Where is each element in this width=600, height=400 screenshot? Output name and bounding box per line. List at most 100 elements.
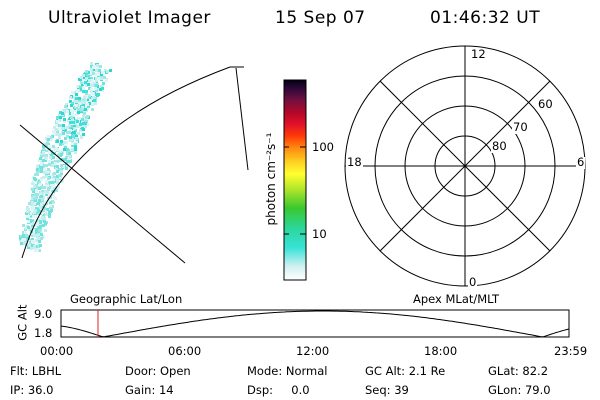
aurora-pixel [45, 213, 48, 216]
aurora-pixel [31, 208, 34, 211]
aurora-pixel [80, 136, 83, 139]
aurora-pixel [39, 221, 42, 224]
aurora-pixel [56, 133, 59, 136]
aurora-pixel [75, 93, 78, 96]
aurora-pixel [87, 96, 90, 99]
aurora-pixel [71, 148, 74, 151]
aurora-pixel [85, 77, 88, 80]
aurora-pixel [90, 90, 93, 93]
aurora-pixel [74, 151, 77, 154]
aurora-pixel [62, 124, 65, 127]
aurora-pixel [45, 186, 48, 189]
aurora-pixel [80, 103, 83, 106]
aurora-pixel [102, 82, 105, 85]
aurora-pixel [92, 66, 95, 69]
aurora-pixel [88, 102, 91, 105]
info-seq: Seq: 39 [365, 383, 409, 397]
aurora-pixel [56, 140, 59, 143]
aurora-pixel [85, 95, 88, 98]
aurora-pixel [35, 234, 38, 237]
aurora-pixel [37, 237, 40, 240]
mlt-label-0: 0 [468, 275, 478, 289]
aurora-pixel [32, 180, 35, 183]
aurora-pixel [84, 81, 87, 84]
aurora-pixel [79, 123, 82, 126]
aurora-pixel [59, 168, 62, 171]
aurora-pixel [61, 127, 64, 130]
aurora-pixel [97, 88, 100, 91]
aurora-pixel [42, 145, 45, 148]
aurora-pixel [71, 118, 74, 121]
aurora-pixel [53, 172, 56, 175]
aurora-pixel [31, 188, 34, 191]
aurora-pixel [59, 143, 62, 146]
aurora-pixel [56, 175, 59, 178]
info-glat: GLat: 82.2 [488, 364, 549, 378]
aurora-pixel [53, 187, 56, 190]
aurora-pixel [84, 125, 87, 128]
aurora-pixel [52, 178, 55, 181]
aurora-pixel [78, 117, 81, 120]
aurora-pixel [38, 181, 41, 184]
aurora-pixel [52, 183, 55, 186]
aurora-pixel [64, 146, 67, 149]
aurora-pixel [33, 187, 36, 190]
aurora-pixel [22, 231, 25, 234]
aurora-pixel [33, 211, 36, 214]
aurora-pixel [59, 176, 62, 179]
aurora-pixel [97, 77, 100, 80]
aurora-pixel [38, 240, 41, 243]
aurora-pixel [64, 158, 67, 161]
aurora-pixel [42, 224, 45, 227]
aurora-pixel [29, 241, 32, 244]
aurora-pixel [46, 142, 49, 145]
aurora-pixel [93, 99, 96, 102]
aurora-pixel [52, 145, 55, 148]
aurora-pixel [69, 112, 72, 115]
aurora-pixel [71, 140, 74, 143]
aurora-pixel [58, 114, 61, 117]
aurora-pixel [36, 173, 39, 176]
aurora-pixel [37, 245, 40, 248]
aurora-pixel [52, 158, 55, 161]
aurora-pixel [50, 153, 53, 156]
aurora-pixel [44, 156, 47, 159]
aurora-pixel [49, 192, 52, 195]
aurora-pixel [36, 248, 39, 251]
aurora-pixel [45, 144, 48, 147]
aurora-pixel [74, 122, 77, 125]
aurora-pixel [26, 217, 29, 220]
aurora-pixel [53, 149, 56, 152]
aurora-pixel [47, 199, 50, 202]
aurora-pixel [47, 168, 50, 171]
aurora-pixel [65, 141, 68, 144]
aurora-pixel [63, 120, 66, 123]
aurora-pixel [64, 129, 67, 132]
aurora-pixel [31, 195, 34, 198]
aurora-pixel [48, 214, 51, 217]
aurora-pixel [82, 87, 85, 90]
aurora-pixel [74, 106, 77, 109]
aurora-pixel [58, 127, 61, 130]
aurora-pixel [82, 76, 85, 79]
aurora-pixel [82, 104, 85, 107]
aurora-pixel [90, 77, 93, 80]
time-label: 01:46:32 UT [430, 8, 541, 28]
aurora-pixel [53, 176, 56, 179]
aurora-pixel [66, 152, 69, 155]
aurora-pixel [82, 74, 85, 77]
aurora-pixel [35, 199, 38, 202]
aurora-pixel [40, 162, 43, 165]
aurora-pixel [91, 108, 94, 111]
info-glon: GLon: 79.0 [488, 383, 551, 397]
aurora-pixel [27, 226, 30, 229]
aurora-pixel [56, 165, 59, 168]
aurora-pixel [28, 211, 31, 214]
aurora-pixel [27, 220, 30, 223]
aurora-pixel [95, 73, 98, 76]
aurora-pixel [79, 86, 82, 89]
aurora-pixel [96, 94, 99, 97]
info-gc-alt: GC Alt: 2.1 Re [365, 364, 446, 378]
